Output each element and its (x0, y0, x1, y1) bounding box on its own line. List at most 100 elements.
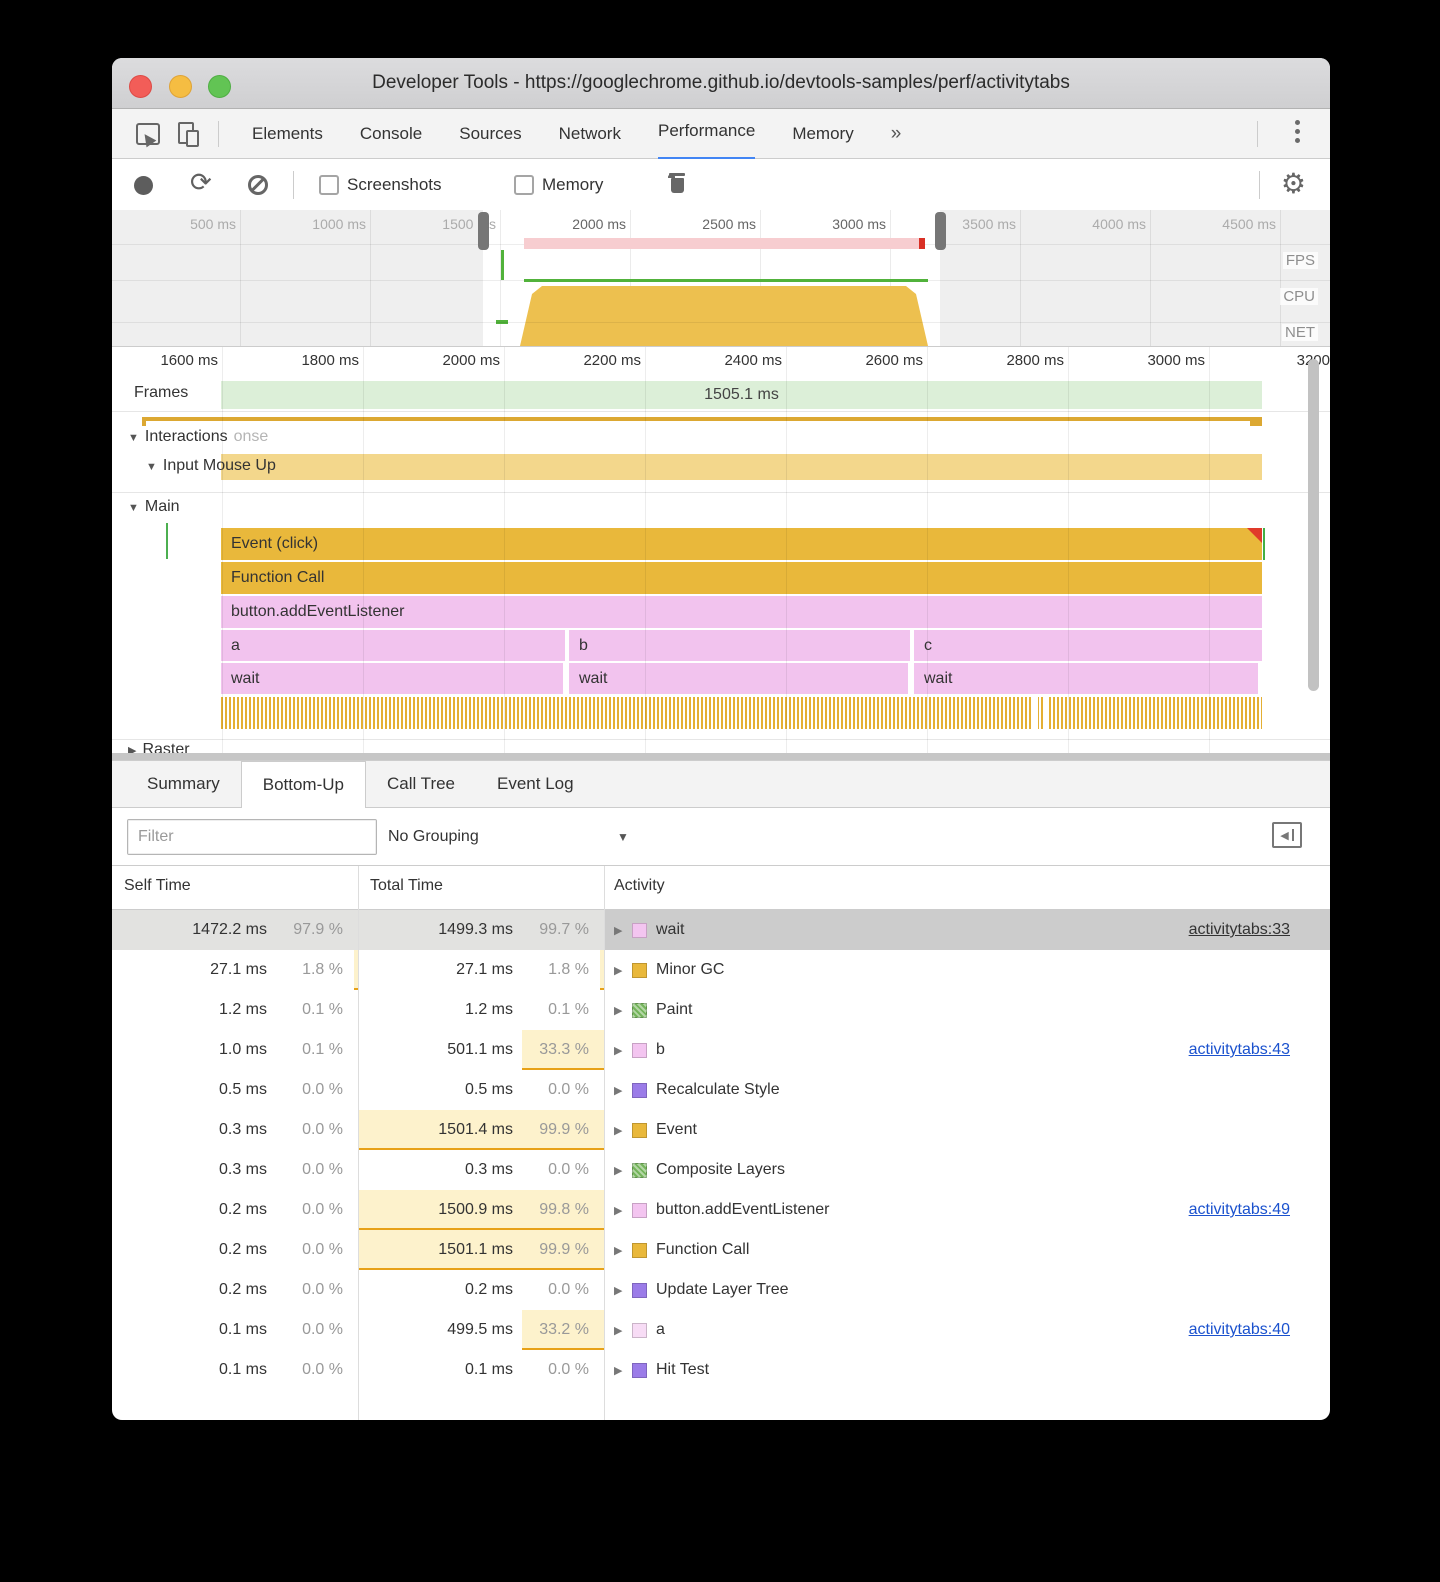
close-button[interactable] (129, 75, 152, 98)
flame-bar-function-call[interactable]: Function Call (221, 562, 1262, 594)
category-swatch (632, 1042, 647, 1058)
table-row[interactable]: 1.2 ms 0.1 % 1.2 ms 0.1 % ▶ Paint (218, 1001, 693, 1018)
category-swatch (632, 962, 647, 978)
category-swatch (632, 1282, 647, 1298)
tab-network[interactable]: Network (558, 124, 621, 143)
details-tab-bar: Summary Bottom-Up Call Tree Event Log (112, 760, 1330, 808)
ruler-tick: 2400 ms (724, 352, 782, 369)
flame-bar-listener[interactable]: button.addEventListener (221, 596, 1262, 628)
gear-icon[interactable]: ⚙ (1280, 168, 1306, 199)
overview-tick: 1000 ms (312, 216, 366, 232)
source-link[interactable]: activitytabs:43 (1188, 1041, 1290, 1058)
clear-icon[interactable] (248, 175, 268, 195)
table-row[interactable]: 0.1 ms 0.0 % 0.1 ms 0.0 % ▶ Hit Test (218, 1361, 710, 1378)
table-row[interactable]: 0.2 ms 0.0 % 0.2 ms 0.0 % ▶ Update Layer Tr… (218, 1281, 789, 1298)
frames-track-label[interactable]: Frames (134, 384, 189, 401)
flame-bar-wait-3[interactable]: wait (914, 663, 1258, 694)
header-activity[interactable]: Activity (614, 877, 665, 894)
overview-tick: 3000 ms (832, 216, 886, 232)
divider (1259, 171, 1260, 199)
horizontal-scrollbar[interactable] (112, 753, 1330, 760)
main-track-label[interactable]: ▼ Main (128, 498, 180, 515)
trash-icon[interactable] (668, 173, 686, 193)
source-link[interactable]: activitytabs:49 (1188, 1201, 1290, 1218)
table-row[interactable]: 0.3 ms 0.0 % 0.3 ms 0.0 % ▶ Composite Layer… (218, 1161, 785, 1178)
flame-bar-b[interactable]: b (569, 630, 910, 661)
bottom-up-table: 1472.2 ms 97.9 % 1499.3 ms 99.7 % ▶ wait act… (112, 910, 1330, 1390)
tab-event-log[interactable]: Event Log (497, 774, 574, 793)
column-divider (358, 866, 359, 1420)
table-row[interactable]: 1472.2 ms 97.9 % 1499.3 ms 99.7 % ▶ wait act… (112, 910, 1330, 950)
tab-sources[interactable]: Sources (459, 124, 522, 143)
minimize-button[interactable] (169, 75, 192, 98)
flame-chart[interactable]: 1600 ms 1800 ms 2000 ms 2200 ms 2400 ms … (112, 347, 1330, 760)
selection-handle-right[interactable] (935, 212, 946, 250)
tab-call-tree[interactable]: Call Tree (386, 774, 456, 793)
triangle-down-icon: ▼ (146, 461, 157, 473)
table-row[interactable]: 0.3 ms 0.0 % 1501.4 ms 99.9 % ▶ Event (112, 1110, 1330, 1150)
table-row[interactable]: 0.1 ms 0.0 % 499.5 ms 33.2 % ▶ a activitytab… (112, 1310, 1330, 1350)
grouping-dropdown[interactable]: No Grouping ▼ (388, 827, 629, 845)
category-swatch (632, 1322, 647, 1338)
screenshots-label: Screenshots (347, 174, 442, 194)
long-task-bar (524, 238, 919, 249)
source-link[interactable]: activitytabs:40 (1188, 1321, 1290, 1338)
table-row[interactable]: 0.2 ms 0.0 % 1500.9 ms 99.8 % ▶ button.addE… (112, 1190, 1330, 1230)
input-track-label[interactable]: ▼ Input Mouse Up (146, 457, 276, 474)
category-swatch (632, 1002, 647, 1018)
flame-bar-wait-1[interactable]: wait (221, 663, 563, 694)
table-row[interactable]: 0.5 ms 0.0 % 0.5 ms 0.0 % ▶ Recalculate Sty… (218, 1081, 780, 1098)
category-swatch (632, 1362, 647, 1378)
zoom-button[interactable] (208, 75, 231, 98)
filter-input[interactable] (127, 819, 377, 855)
record-button[interactable] (134, 176, 153, 195)
overview-tick: 4500 ms (1222, 216, 1276, 232)
more-tabs-icon[interactable]: » (890, 122, 902, 144)
tab-performance[interactable]: Performance (657, 108, 756, 160)
screenshots-toggle[interactable]: Screenshots (319, 159, 442, 210)
vertical-scrollbar[interactable] (1308, 359, 1319, 691)
table-row[interactable]: 0.2 ms 0.0 % 1501.1 ms 99.9 % ▶ Function Ca… (112, 1230, 1330, 1270)
category-swatch (632, 1202, 647, 1218)
kebab-menu-icon[interactable] (1295, 120, 1300, 143)
flame-bar-a[interactable]: a (221, 630, 565, 661)
fps-lane-label: FPS (1282, 252, 1318, 269)
fps-spike (501, 250, 504, 280)
interactions-track-label[interactable]: ▼ Interactions onse (128, 428, 269, 445)
inspect-element-icon[interactable] (136, 123, 160, 145)
memory-checkbox[interactable] (514, 174, 534, 195)
category-swatch (632, 1162, 647, 1178)
ruler-tick: 1800 ms (301, 352, 359, 369)
flame-bar-wait-2[interactable]: wait (569, 663, 908, 694)
tab-bottom-up[interactable]: Bottom-Up (240, 761, 366, 808)
response-ghost-label: onse (233, 428, 269, 445)
flame-bar-event-click[interactable]: Event (click) (221, 528, 1262, 560)
tab-summary[interactable]: Summary (147, 774, 220, 793)
micro-tasks-band[interactable] (221, 697, 1262, 729)
tab-elements[interactable]: Elements (252, 124, 323, 143)
selection-handle-left[interactable] (478, 212, 489, 250)
input-mouse-up-bar[interactable] (221, 454, 1262, 480)
table-row[interactable]: 1.0 ms 0.1 % 501.1 ms 33.3 % ▶ b activitytab… (112, 1030, 1330, 1070)
screenshots-checkbox[interactable] (319, 174, 339, 195)
timeline-overview[interactable]: 500 ms 1000 ms 1500 ms 2000 ms 2500 ms 3… (112, 210, 1330, 347)
frames-bar[interactable] (221, 381, 1262, 409)
source-link[interactable]: activitytabs:33 (1188, 921, 1290, 938)
table-row[interactable]: 27.1 ms 1.8 % 27.1 ms 1.8 % ▶ Minor GC (112, 950, 1330, 990)
flame-bar-c[interactable]: c (914, 630, 1262, 661)
reload-icon[interactable]: ⟳ (190, 167, 212, 197)
show-sidebar-icon[interactable]: ◀ (1272, 822, 1302, 848)
cpu-lane-label: CPU (1280, 288, 1318, 305)
overview-tick: 2000 ms (572, 216, 626, 232)
column-divider (604, 866, 605, 1420)
tab-memory[interactable]: Memory (792, 124, 854, 143)
tab-console[interactable]: Console (359, 124, 423, 143)
header-total-time[interactable]: Total Time (370, 877, 443, 894)
expand-icon: ▶ (614, 1364, 623, 1377)
details-toolbar: No Grouping ▼ ◀ (112, 808, 1330, 866)
overview-tick: 2500 ms (702, 216, 756, 232)
frame-duration-label: 1505.1 ms (704, 386, 779, 403)
header-self-time[interactable]: Self Time (124, 877, 191, 894)
memory-toggle[interactable]: Memory (514, 159, 603, 210)
memory-label: Memory (542, 174, 604, 194)
